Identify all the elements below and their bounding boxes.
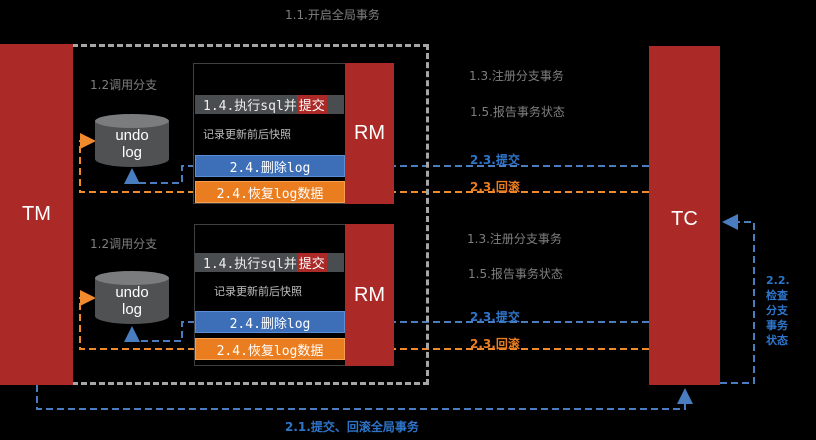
global-commit-rollback-label: 2.1.提交、回滚全局事务 [285,420,419,434]
call-branch-label: 1.2调用分支 [90,237,158,251]
commit-label: 2.3.提交 [470,310,520,324]
commit-label: 2.3.提交 [470,153,520,167]
undo-log-db: undo log [95,270,169,328]
check-label-line: 检查 [766,289,788,302]
delete-log-step[interactable]: 2.4.删除log [195,311,345,333]
check-branch-status-label: 2.2. 检查 分支 事务 状态 [766,273,790,348]
report-status-label: 1.5.报告事务状态 [468,267,563,281]
undo-log-db: undo log [95,113,169,171]
check-label-line: 状态 [766,334,788,347]
commit-highlight: 提交 [296,253,327,272]
check-label-line: 事务 [766,319,788,332]
global-title: 1.1.开启全局事务 [285,8,380,22]
check-label-line: 分支 [766,304,788,317]
tm-label: TM [22,203,51,225]
restore-log-step[interactable]: 2.4.恢复log数据 [195,181,345,203]
rm-block[interactable]: RM [345,63,394,204]
register-branch-label: 1.3.注册分支事务 [469,69,564,83]
restore-log-step[interactable]: 2.4.恢复log数据 [195,338,345,360]
snapshot-label: 记录更新前后快照 [203,128,291,141]
rollback-label: 2.3.回滚 [470,337,520,351]
tc-label: TC [671,208,698,230]
call-branch-label: 1.2调用分支 [90,78,158,92]
execute-sql-step: 1.4.执行sql并 提交 [195,95,344,114]
sql-step-text: 1.4.执行sql并 [203,99,297,114]
database-icon [95,271,169,324]
rm-label: RM [353,283,386,306]
rollback-label: 2.3.回滚 [470,180,520,194]
rm-label: RM [353,122,386,144]
tm-block[interactable]: TM [0,44,73,385]
rm-block[interactable]: RM [345,224,394,366]
db-label-line2: log [121,301,143,318]
db-label-line1: undo [115,284,149,301]
sql-step-text: 1.4.执行sql并 [203,257,297,272]
db-label-line2: log [121,144,143,161]
check-label-line: 2.2. [766,274,790,287]
global-transaction-boundary [72,44,429,385]
tc-block[interactable]: TC [649,46,720,385]
report-status-label: 1.5.报告事务状态 [470,105,565,119]
db-label-line1: undo [115,127,149,144]
execute-sql-step: 1.4.执行sql并 提交 [195,253,344,272]
delete-log-step[interactable]: 2.4.删除log [195,155,345,177]
database-icon [95,114,169,167]
snapshot-label: 记录更新前后快照 [214,285,302,298]
register-branch-label: 1.3.注册分支事务 [467,232,562,246]
commit-highlight: 提交 [296,95,327,114]
